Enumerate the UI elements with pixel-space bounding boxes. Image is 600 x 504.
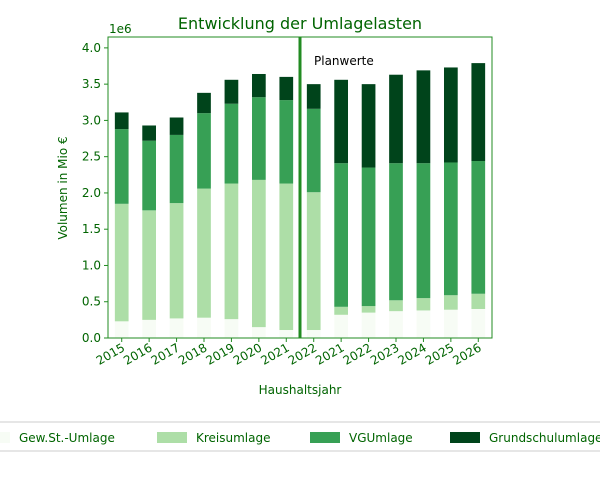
bar-segment-2-13 [471,161,486,294]
bar-segment-2-8 [334,163,348,307]
bar-segment-0-9 [361,312,376,338]
y-tick-label: 2.0 [82,186,101,200]
bar-segment-1-8 [334,306,348,315]
y-tick-label: 1.0 [82,258,101,272]
y-tick-label: 0.0 [82,331,101,345]
bar-segment-3-10 [389,74,403,164]
bar-segment-2-9 [361,167,376,307]
legend-label-1: Kreisumlage [196,431,271,445]
y-tick-label: 3.5 [82,77,101,91]
bar-segment-3-13 [471,63,486,162]
bar-segment-3-3 [197,92,211,114]
y-tick-label: 2.5 [82,150,101,164]
x-ticks-group: 2015201620172018201920202021202220212022… [94,338,484,368]
bar-segment-2-11 [416,163,431,299]
bar-segment-0-11 [416,310,431,338]
bar-segment-1-0 [114,203,129,322]
bar-segment-3-8 [334,79,348,164]
legend-swatch-0 [0,432,10,443]
bar-segment-3-2 [169,117,184,135]
bar-segment-0-12 [444,309,458,338]
bar-segment-3-7 [306,84,321,109]
legend-swatch-1 [157,432,187,443]
bar-segment-0-6 [279,330,294,338]
bar-segment-0-10 [389,311,403,338]
bar-segment-2-2 [169,134,184,204]
bar-segment-0-7 [306,330,321,338]
bar-segment-2-6 [279,100,294,184]
legend: Gew.St.-Umlage Kreisumlage VGUmlage Grundsc… [0,421,600,452]
legend-swatch-2 [310,432,340,443]
bar-segment-0-3 [197,317,211,338]
bar-segment-2-3 [197,113,211,189]
y-tick-label: 1.5 [82,222,101,236]
bar-segment-1-5 [252,179,266,328]
plot-frame [107,36,493,339]
bars-group [114,63,486,338]
legend-label-0: Gew.St.-Umlage [19,431,115,445]
bar-segment-0-5 [252,327,266,338]
bar-segment-1-9 [361,306,376,313]
bar-segment-0-13 [471,308,486,338]
bar-segment-1-12 [444,295,458,310]
legend-swatch-3 [450,432,480,443]
bar-segment-1-10 [389,300,403,312]
legend-label-3: Grundschulumlage [489,431,600,445]
bar-segment-0-0 [114,321,129,338]
bar-segment-0-1 [142,319,156,338]
chart-title: Entwicklung der Umlagelasten [178,14,422,33]
bar-segment-2-1 [142,140,156,211]
bar-segment-1-4 [224,183,239,320]
y-ticks-group: 0.0 0.5 1.0 1.5 2.0 2.5 3.0 3.5 4.0 [82,41,108,345]
bar-segment-3-12 [444,67,458,163]
bar-segment-2-7 [306,108,321,193]
y-axis-label: Volumen in Mio € [56,136,70,239]
bar-segment-3-6 [279,76,294,101]
bar-segment-2-10 [389,163,403,301]
bar-segment-2-4 [224,103,239,184]
bar-segment-0-8 [334,314,348,338]
x-tick-label: 2026 [450,340,483,367]
bar-segment-1-13 [471,293,486,309]
bar-segment-1-11 [416,298,431,311]
bar-segment-3-9 [361,84,376,168]
bar-segment-1-2 [169,203,184,319]
y-tick-label: 3.0 [82,113,101,127]
bar-segment-1-3 [197,188,211,318]
bar-segment-1-7 [306,192,321,331]
y-tick-label: 0.5 [82,295,101,309]
bar-segment-3-4 [224,79,239,104]
x-axis-label: Haushaltsjahr [259,383,342,397]
legend-label-2: VGUmlage [349,431,413,445]
bar-segment-3-5 [252,73,266,98]
bar-segment-2-12 [444,162,458,296]
bar-segment-1-6 [279,183,294,331]
bar-segment-2-0 [114,129,129,204]
bar-segment-0-4 [224,319,239,338]
planwerte-annotation: Planwerte [314,54,374,68]
legend-box [0,421,600,452]
y-tick-label: 4.0 [82,41,101,55]
bar-segment-2-5 [252,97,266,180]
y-axis-offset-label: 1e6 [109,22,132,36]
bar-segment-0-2 [169,318,184,338]
bar-segment-3-0 [114,112,129,130]
bar-segment-1-1 [142,210,156,320]
bar-segment-3-11 [416,70,431,164]
bar-segment-3-1 [142,125,156,141]
